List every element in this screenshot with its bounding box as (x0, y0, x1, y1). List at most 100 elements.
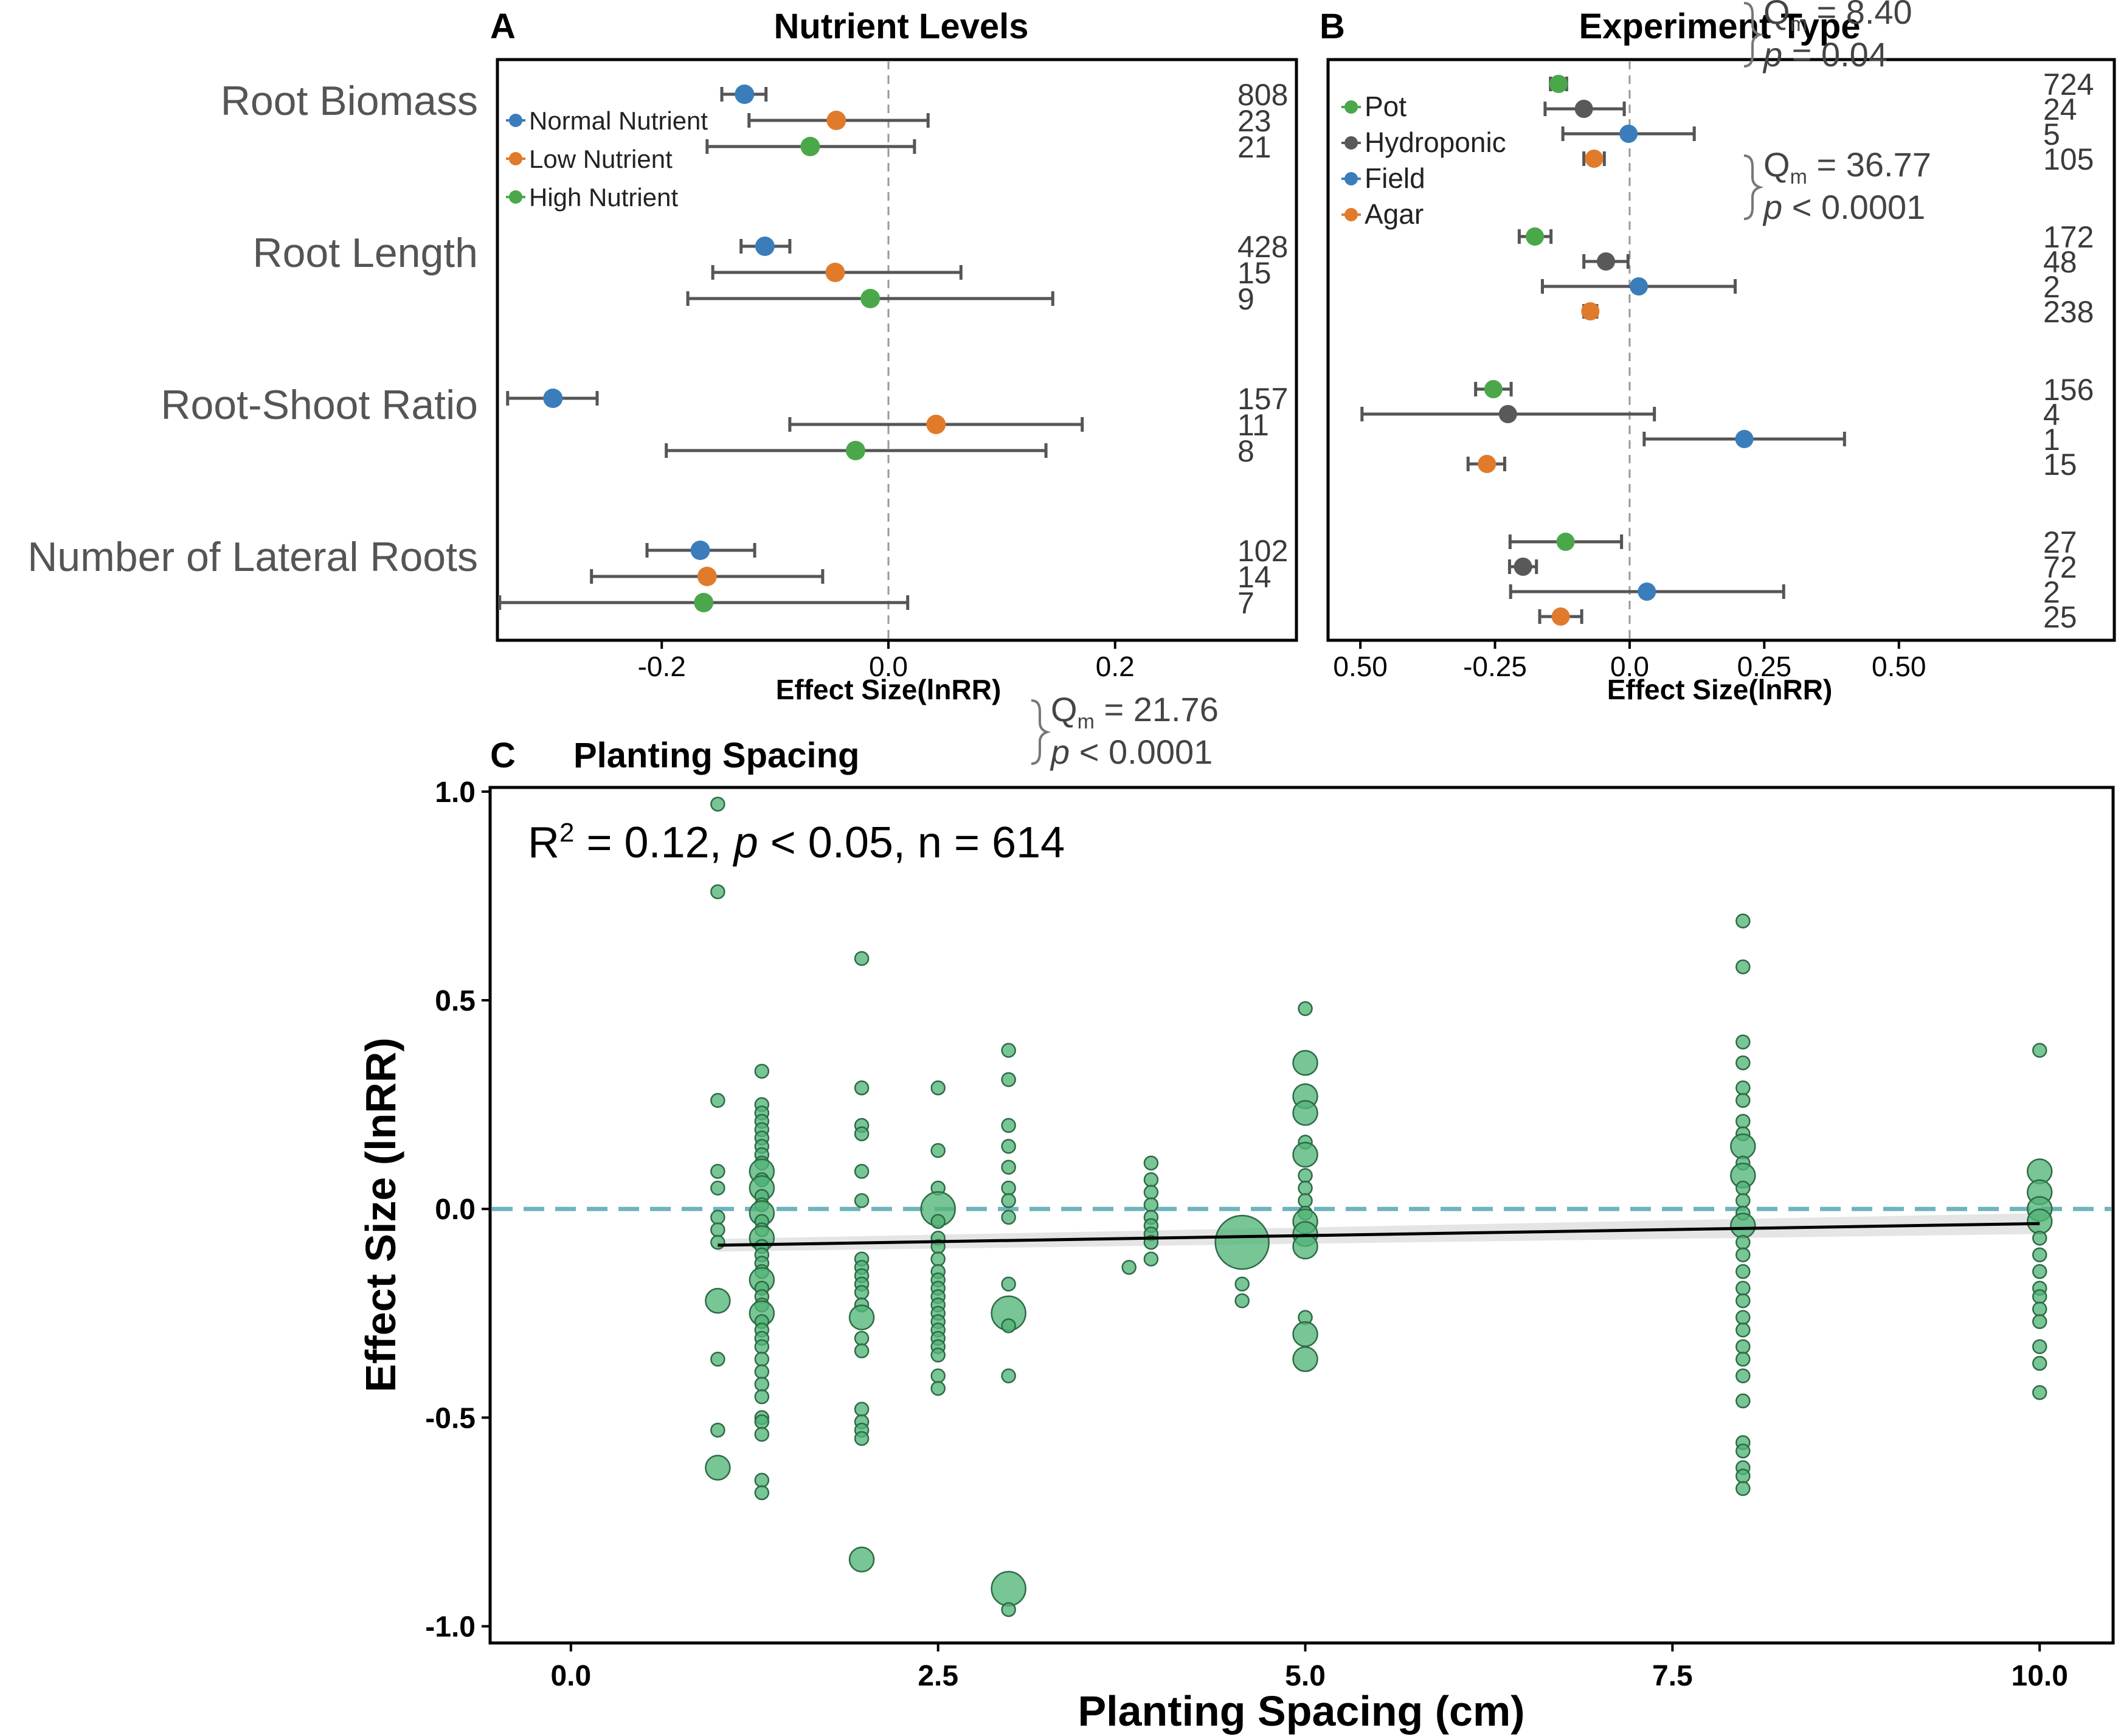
sample-size-label: 72 (2043, 550, 2077, 584)
legend-label-agar: Agar (1365, 198, 1424, 230)
point-estimate-normal (735, 85, 755, 104)
data-point (1735, 1393, 1751, 1409)
panel-a-plot-frame (496, 58, 1298, 642)
point-estimate-field (1735, 430, 1754, 448)
legend-key-dot (1344, 172, 1358, 185)
data-point (1001, 1193, 1016, 1208)
x-tick-label: 0.0 (1610, 651, 1649, 682)
data-point (1735, 1352, 1751, 1367)
stat-brace (1031, 699, 1051, 765)
point-estimate-hydroponic (1514, 558, 1532, 576)
point-estimate-normal (755, 237, 775, 256)
point-estimate-pot (1556, 533, 1575, 551)
panel-b: B Experiment Type 0.50 -0.25 0.0 0.25 0.50 72… (1320, 0, 2116, 705)
data-point (754, 1352, 770, 1367)
point-estimate-field (1619, 125, 1638, 143)
sample-size-label: 172 (2043, 220, 2094, 254)
sample-size-label: 27 (2043, 525, 2077, 559)
x-tick-label: 0.50 (1333, 651, 1388, 682)
data-point (1735, 1055, 1751, 1071)
data-point (1143, 1197, 1159, 1212)
data-point (854, 1343, 870, 1358)
data-point (705, 1454, 731, 1481)
data-point (1234, 1276, 1250, 1292)
y-tick-label: 0.0 (435, 1194, 476, 1226)
sample-size-label: 25 (2043, 600, 2077, 634)
data-point (930, 1143, 946, 1158)
sample-size-label: 15 (2043, 448, 2077, 482)
data-point (1735, 1264, 1751, 1279)
data-point (754, 1473, 770, 1488)
data-point (1735, 1113, 1751, 1129)
x-tick-label: 0.0 (550, 1660, 591, 1692)
point-estimate-normal (690, 541, 710, 560)
data-point (1735, 913, 1751, 929)
data-point (710, 1234, 725, 1250)
legend-key-dot (1344, 208, 1358, 221)
sample-size-label: 428 (1237, 230, 1288, 264)
data-point (710, 1352, 725, 1367)
y-tick-label: -1.0 (425, 1611, 476, 1644)
data-point (1001, 1318, 1016, 1333)
category-label-root-shoot-ratio: Root-Shoot Ratio (161, 382, 478, 428)
data-point (1735, 1234, 1751, 1250)
sample-size-label: 21 (1237, 130, 1272, 164)
point-estimate-hydroponic (1498, 405, 1517, 423)
panel-c-x-axis-label: Planting Spacing (cm) (1078, 1687, 1524, 1735)
data-point (754, 1389, 770, 1405)
p-value-statistic: p = 0.04 (1762, 35, 1887, 74)
legend-key-dot (509, 114, 522, 127)
y-tick-label: -0.5 (425, 1402, 476, 1434)
data-point (930, 1080, 946, 1096)
data-point (930, 1214, 946, 1229)
point-estimate-pot (1549, 75, 1568, 93)
data-point (1298, 1193, 1313, 1208)
panel-c-title: Planting Spacing (573, 736, 860, 775)
data-point (1292, 1346, 1318, 1372)
legend-label-high: High Nutrient (529, 183, 678, 212)
data-point (2032, 1247, 2047, 1262)
x-tick-label: 2.5 (918, 1660, 958, 1692)
data-point (1292, 1141, 1318, 1168)
legend-label-low: Low Nutrient (529, 145, 673, 173)
regression-annotation: R2 = 0.12, p < 0.05, n = 614 (528, 818, 1065, 867)
data-point (1001, 1368, 1016, 1383)
panel-c: C Planting Spacing 0.0 2.5 5.0 7.5 10.01.00.… (357, 736, 2115, 1735)
data-point (710, 1209, 725, 1225)
data-point (1001, 1118, 1016, 1133)
panel-c-plot-frame (488, 786, 2115, 1645)
legend-key-dot (1344, 136, 1358, 150)
data-point (710, 1093, 725, 1108)
point-estimate-high (860, 289, 881, 308)
data-point (1001, 1209, 1016, 1225)
data-point (754, 1339, 770, 1354)
x-tick-label: 10.0 (2012, 1660, 2068, 1692)
data-point (2032, 1264, 2047, 1279)
data-point (710, 1422, 725, 1438)
data-point (1001, 1160, 1016, 1175)
x-tick-label: -0.2 (638, 651, 686, 682)
data-point (2032, 1314, 2047, 1329)
panel-c-letter: C (490, 736, 516, 775)
sample-size-label: 102 (1237, 534, 1288, 568)
category-label-root-length: Root Length (252, 230, 478, 276)
data-point (1143, 1184, 1159, 1200)
point-estimate-low (825, 263, 845, 282)
x-tick-label: 0.0 (869, 651, 908, 682)
data-point (1298, 1168, 1313, 1183)
point-estimate-high (694, 593, 714, 612)
sample-size-label: 9 (1237, 282, 1254, 316)
data-point (1001, 1072, 1016, 1087)
data-point (991, 1571, 1026, 1607)
data-point (1292, 1050, 1318, 1076)
data-point (1735, 1468, 1751, 1484)
point-estimate-hydroponic (1596, 252, 1615, 271)
sample-size-label: 105 (2043, 142, 2094, 176)
sample-size-label: 14 (1237, 560, 1272, 594)
data-point (1143, 1155, 1159, 1171)
data-point (710, 884, 725, 899)
data-point (2032, 1289, 2047, 1304)
sample-size-label: 157 (1237, 382, 1288, 416)
data-point (2032, 1339, 2047, 1354)
data-point (2032, 1230, 2047, 1246)
